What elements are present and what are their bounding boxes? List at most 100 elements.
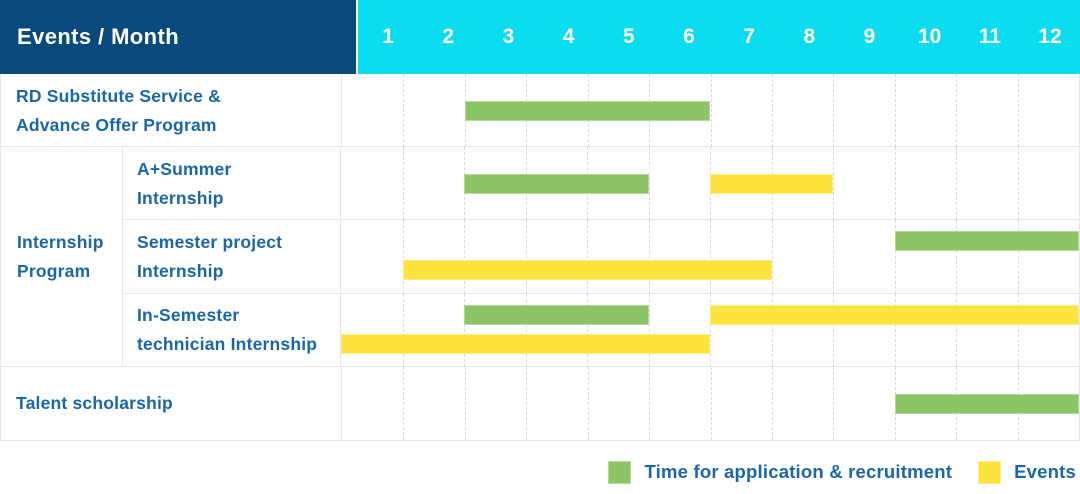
month-gridline — [771, 366, 834, 440]
gantt-chart-row-talent-scholarship — [341, 366, 1079, 440]
month-gridline — [833, 293, 896, 367]
legend-label-application: Time for application & recruitment — [644, 461, 953, 482]
month-gridline — [956, 74, 1018, 148]
month-gridline — [710, 220, 773, 294]
month-label: 8 — [803, 25, 816, 48]
month-gridline — [710, 293, 773, 367]
month-gridline — [402, 293, 466, 367]
month-gridline — [464, 220, 527, 294]
gantt-chart-row-a-plus-summer — [340, 147, 1080, 221]
row-label-rd-substitute: RD Substitute Service & Advance Offer Pr… — [16, 85, 221, 135]
month-gridline — [403, 74, 465, 148]
month-gridline — [526, 366, 588, 440]
row-label-in-semester-technician: In-Semester technician Internship — [137, 305, 318, 355]
month-label: 11 — [978, 25, 1001, 48]
month-gridline — [1017, 74, 1080, 148]
legend: Time for application & recruitment Event… — [0, 456, 1076, 488]
gantt-chart-row-semester-project — [340, 220, 1080, 294]
month-header: 1 2 3 4 5 6 7 8 9 10 11 12 — [358, 0, 1080, 74]
events-month-header: Events / Month — [0, 0, 358, 74]
month-gridline — [648, 293, 712, 367]
gantt-bar-events — [402, 260, 772, 281]
gantt-chart-row-rd-substitute — [341, 74, 1080, 148]
table-header-row: Events / Month 1 2 3 4 5 6 7 8 9 10 11 12 — [0, 0, 1080, 74]
month-gridline — [402, 147, 466, 221]
gantt-bar-application — [464, 174, 649, 195]
month-gridline — [341, 220, 403, 293]
month-gridline — [894, 293, 958, 367]
month-gridline — [648, 147, 712, 221]
month-label: 3 — [502, 25, 515, 48]
month-gridline — [894, 74, 957, 148]
month-label: 12 — [1038, 25, 1062, 48]
month-gridline — [587, 220, 650, 294]
month-gridline — [587, 366, 650, 440]
row-label-a-plus-summer: A+Summer Internship — [137, 158, 232, 208]
month-gridline — [771, 74, 834, 148]
month-gridline — [956, 220, 1019, 294]
month-gridline — [710, 74, 773, 148]
month-gridline — [587, 293, 650, 367]
application-color-swatch-icon — [608, 460, 632, 484]
month-gridline — [1017, 147, 1080, 221]
legend-item-events: Events — [978, 460, 1076, 484]
month-gridline — [833, 147, 896, 221]
row-label-talent-scholarship: Talent scholarship — [16, 392, 173, 413]
month-gridline — [342, 74, 403, 147]
table-row: Semester project Internship — [123, 220, 1080, 294]
gantt-bar-application — [464, 101, 711, 121]
gantt-chart-row-in-semester-technician — [340, 293, 1080, 367]
table-row: A+Summer Internship — [123, 147, 1080, 221]
month-gridline — [833, 220, 896, 294]
month-gridline — [342, 367, 403, 440]
table-body: RD Substitute Service & Advance Offer Pr… — [0, 74, 1080, 441]
internship-program-group: Internship Program A+Summer Internship S… — [1, 147, 1079, 367]
gantt-bar-events — [710, 174, 833, 195]
month-gridline — [464, 293, 527, 367]
table-row: Talent scholarship — [1, 366, 1079, 440]
month-label: 7 — [743, 25, 755, 48]
gantt-bar-events — [341, 333, 710, 354]
month-gridline — [649, 366, 711, 440]
month-gridline — [1017, 220, 1080, 294]
table-row: In-Semester technician Internship — [123, 293, 1080, 367]
gantt-table: Events / Month 1 2 3 4 5 6 7 8 9 10 11 12 RD Substi… — [0, 0, 1080, 441]
month-gridline — [833, 366, 895, 440]
month-gridline — [525, 293, 589, 367]
legend-item-application: Time for application & recruitment — [608, 460, 953, 484]
month-gridline — [956, 293, 1019, 367]
group-subrows: A+Summer Internship Semester project Int… — [123, 147, 1079, 367]
month-gridline — [525, 220, 589, 294]
month-label: 5 — [622, 25, 635, 48]
month-label: 6 — [683, 25, 695, 48]
month-label: 4 — [562, 25, 575, 48]
gantt-bar-events — [710, 304, 1079, 325]
month-gridline — [1017, 293, 1080, 367]
table-row: RD Substitute Service & Advance Offer Pr… — [1, 74, 1080, 148]
events-color-swatch-icon — [978, 460, 1002, 484]
gantt-bar-application — [894, 393, 1079, 414]
month-gridline — [956, 147, 1019, 221]
month-gridline — [648, 220, 712, 294]
month-gridline — [894, 220, 958, 294]
gantt-bar-application — [464, 304, 649, 325]
month-gridline — [771, 220, 835, 294]
month-gridline — [403, 366, 465, 440]
month-gridline — [341, 294, 403, 367]
month-gridline — [402, 220, 466, 294]
month-label: 10 — [917, 25, 942, 48]
legend-label-events: Events — [1014, 461, 1076, 482]
row-label-semester-project: Semester project Internship — [137, 231, 283, 281]
month-label: 1 — [382, 25, 394, 48]
month-gridline — [771, 293, 835, 367]
month-gridline — [710, 366, 773, 440]
gantt-bar-application — [894, 231, 1079, 252]
month-gridline — [464, 366, 527, 440]
month-gridline — [894, 147, 958, 221]
month-gridline — [833, 74, 895, 148]
month-gridline — [341, 147, 403, 220]
month-label: 9 — [863, 25, 876, 48]
group-label-internship-program: Internship Program — [1, 147, 123, 367]
month-label: 2 — [442, 25, 455, 48]
